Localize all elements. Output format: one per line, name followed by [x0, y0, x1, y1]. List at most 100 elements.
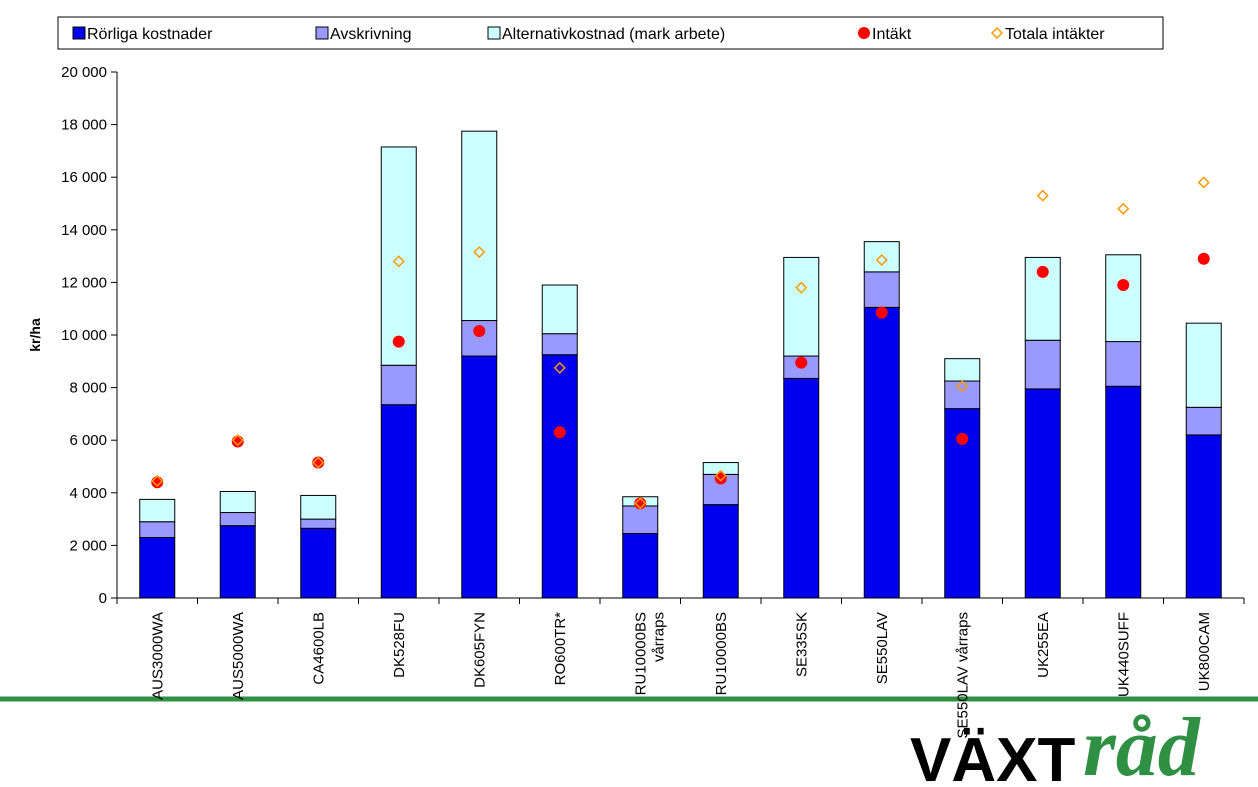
point-totala-intakter: [1197, 176, 1210, 189]
bar-segment: [219, 512, 256, 527]
point-intakt: [392, 335, 405, 348]
bar-segment: [219, 490, 256, 514]
x-tick-label: RO600TR*: [552, 612, 569, 686]
bar-segment: [139, 521, 176, 539]
point-totala-intakter: [553, 361, 566, 374]
legend-swatch: [990, 26, 1004, 40]
point-totala-intakter: [795, 281, 808, 294]
legend-label: Totala intäkter: [1005, 26, 1105, 43]
legend-swatch: [858, 27, 870, 39]
bar-segment: [1024, 388, 1061, 599]
point-intakt: [1197, 252, 1210, 265]
y-tick-label: 14 000: [61, 222, 107, 239]
bar-segment: [622, 533, 659, 599]
point-intakt: [795, 356, 808, 369]
x-tick-label: SE335SK: [793, 612, 810, 677]
bar-segment: [1185, 322, 1222, 408]
point-intakt: [1036, 265, 1049, 278]
bar-segment: [541, 354, 578, 599]
y-tick-label: 6 000: [69, 432, 107, 449]
bar-segment: [300, 518, 337, 529]
x-tick-label: CA4600LB: [310, 612, 327, 685]
point-totala-intakter: [1036, 189, 1049, 202]
point-totala-intakter: [151, 474, 164, 488]
legend-label: Rörliga kostnader: [87, 26, 213, 43]
bar-segment: [1105, 385, 1142, 599]
bar-segment: [300, 527, 337, 599]
point-intakt: [956, 432, 969, 445]
bar-segment: [300, 494, 337, 520]
y-tick-label: 18 000: [61, 117, 107, 134]
x-tick-label: AUS5000WA: [230, 612, 247, 700]
x-tick-label: AUS3000WA: [149, 612, 166, 700]
point-totala-intakter: [231, 434, 244, 447]
bar-segment: [219, 525, 256, 599]
legend-swatch: [487, 26, 501, 40]
point-totala-intakter: [392, 255, 405, 268]
y-tick-label: 4 000: [69, 485, 107, 502]
legend: Rörliga kostnader Avskrivning Alternativko…: [57, 16, 1164, 50]
plot-area: 0 2 000 4 000 6 000 8 000 10 000 12 000 14 000 1…: [27, 64, 1245, 738]
point-intakt: [553, 426, 566, 439]
y-tick-label: 12 000: [61, 274, 107, 291]
y-tick-label: 2 000: [69, 537, 107, 554]
x-tick-label: UK800CAM: [1196, 612, 1213, 691]
y-tick-label: 8 000: [69, 380, 107, 397]
bar-segment: [541, 333, 578, 356]
point-totala-intakter: [634, 497, 647, 510]
legend-label: Avskrivning: [330, 26, 412, 43]
x-tick-label: UK440SUFF: [1115, 612, 1132, 697]
legend-swatch: [315, 26, 329, 40]
x-tick-label: SE550LAV: [874, 612, 891, 684]
bar-segment: [139, 498, 176, 523]
bar-segment: [1105, 341, 1142, 387]
bar-segment: [944, 358, 981, 382]
bar-segment: [702, 504, 739, 599]
point-totala-intakter: [1117, 202, 1130, 215]
bar-segment: [863, 241, 900, 273]
bar-segment: [1105, 254, 1142, 343]
y-tick-label: 10 000: [61, 327, 107, 344]
y-tick-label: 0: [99, 590, 107, 607]
point-totala-intakter: [473, 246, 486, 259]
bar-segment: [944, 380, 981, 410]
bar-segment: [139, 537, 176, 599]
y-tick-label: 20 000: [61, 64, 107, 81]
bar-segment: [622, 505, 659, 535]
x-tick-label: RU10000BSvårraps: [632, 612, 667, 695]
bar-segment: [461, 355, 498, 599]
legend-label: Intäkt: [872, 26, 912, 43]
point-totala-intakter: [956, 380, 969, 393]
point-intakt: [714, 472, 727, 485]
bar-segment: [783, 377, 820, 599]
y-axis-label: kr/ha: [27, 318, 43, 352]
legend-box: [57, 16, 1164, 50]
x-tick-label: UK255EA: [1035, 612, 1052, 678]
point-intakt: [1117, 279, 1130, 292]
logo-text-vaxt: VÄXT: [910, 726, 1075, 787]
bar-segment: [1024, 339, 1061, 390]
point-totala-intakter: [875, 253, 888, 267]
vaxtrad-logo: VÄXT råd: [910, 701, 1202, 787]
bar-segment: [380, 364, 417, 406]
x-tick-label: SE550LAV vårraps: [954, 612, 971, 738]
bar-segment: [380, 404, 417, 599]
y-tick-label: 16 000: [61, 169, 107, 186]
bar-segment: [1185, 434, 1222, 599]
legend-label: Alternativkostnad (mark arbete): [502, 26, 725, 43]
bar-segment: [461, 130, 498, 322]
legend-swatch: [72, 26, 86, 40]
logo-text-rad: råd: [1083, 701, 1202, 787]
point-totala-intakter: [312, 456, 325, 469]
bar-segment: [863, 306, 900, 599]
x-tick-label: DK528FU: [391, 612, 408, 678]
point-intakt: [473, 325, 486, 338]
point-intakt: [875, 306, 888, 319]
bar-segment: [863, 271, 900, 308]
bar-segment: [541, 284, 578, 335]
point-totala-intakter: [714, 469, 727, 482]
x-tick-label: RU10000BS: [713, 612, 730, 695]
bar-segment: [783, 256, 820, 357]
x-tick-label: DK605FYN: [471, 612, 488, 688]
